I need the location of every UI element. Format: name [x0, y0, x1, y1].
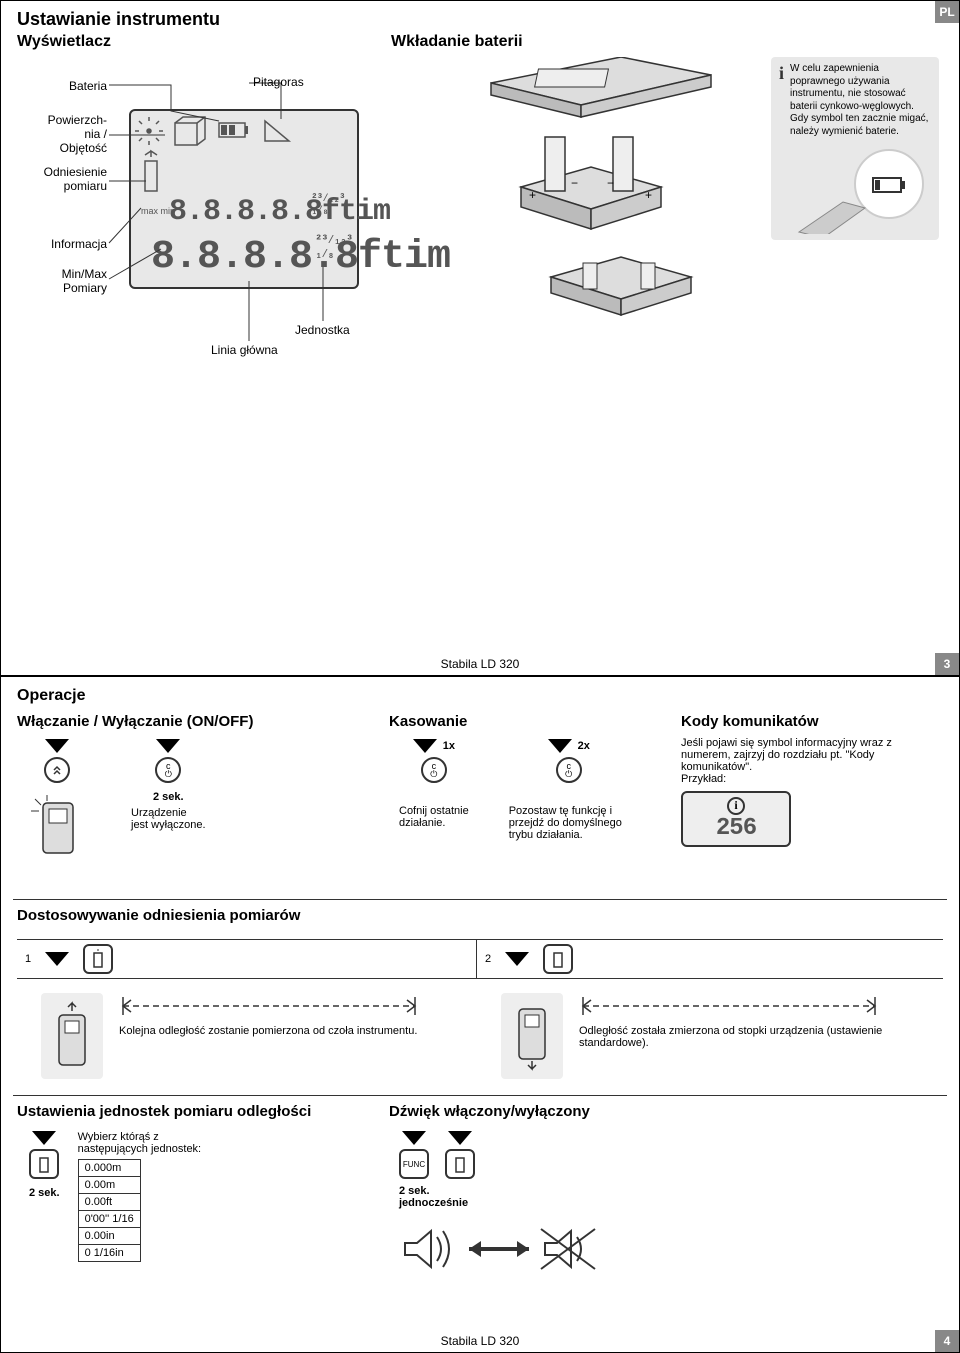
back-ref-text: Odległość została zmierzona od stopki ur… — [579, 1025, 921, 1049]
device-back-ref-icon — [509, 1001, 555, 1071]
ref-button-icon — [29, 1149, 59, 1179]
info-icon: i — [779, 63, 784, 138]
clear-group: 1x c⏻ Cofnij ostatnie działanie. 2x c⏻ P… — [399, 739, 629, 841]
language-tab: PL — [935, 1, 959, 23]
device-on-illustration — [29, 793, 85, 857]
codes-heading: Kody komunikatów — [681, 713, 819, 730]
device-off-text: Urządzenie jest wyłączone. — [131, 807, 206, 831]
undo-text: Cofnij ostatnie działanie. — [399, 805, 469, 829]
svg-text:−: − — [571, 176, 578, 190]
svg-text:−: − — [607, 176, 614, 190]
unit-option: 0 1/16in — [78, 1245, 140, 1262]
device-front-ref-icon — [49, 1001, 95, 1071]
battery-heading: Wkładanie baterii — [391, 33, 523, 51]
info-circle-icon: i — [727, 797, 745, 815]
label-unit: Jednostka — [295, 323, 350, 337]
arrow-down-icon — [402, 1131, 426, 1145]
ref-button-icon — [445, 1149, 475, 1179]
svg-text:+: + — [645, 188, 652, 202]
codes-text: Jeśli pojawi się symbol informacyjny wra… — [681, 737, 941, 785]
label-pythagoras: Pitagoras — [253, 75, 304, 89]
units-table: 0.000m 0.00m 0.00ft 0'00'' 1/16 0.00in 0… — [78, 1159, 141, 1262]
units-group: 2 sek. Wybierz którąś z następujących je… — [29, 1131, 228, 1262]
unit-option: 0.000m — [78, 1160, 140, 1177]
leave-text: Pozostaw tę funkcję i przejdź do domyśln… — [509, 805, 629, 841]
two-sec-label-1: 2 sek. — [153, 791, 184, 803]
error-display: i 256 — [681, 791, 791, 847]
low-battery-illustration — [779, 144, 939, 234]
arrow-down-icon — [32, 1131, 56, 1145]
unit-option: 0'00'' 1/16 — [78, 1211, 140, 1228]
simultaneous-label: jednocześnie — [399, 1197, 619, 1209]
adjust-step-row: 1 2 — [17, 939, 943, 979]
clear-heading: Kasowanie — [389, 713, 467, 730]
unit-option: 0.00m — [78, 1177, 140, 1194]
range-arrow-icon — [119, 993, 419, 1019]
page-number-1: 3 — [935, 653, 959, 675]
svg-text:+: + — [529, 188, 536, 202]
onoff-heading: Włączanie / Wyłączanie (ON/OFF) — [17, 713, 253, 730]
battery-illustration: + + − − — [441, 57, 751, 317]
divider — [13, 1095, 947, 1096]
clear-off-button-icon: c⏻ — [155, 757, 181, 783]
sound-heading: Dźwięk włączony/wyłączony — [389, 1103, 590, 1120]
arrow-down-icon — [448, 1131, 472, 1145]
arrow-down-icon — [505, 952, 529, 966]
divider — [13, 899, 947, 900]
sound-toggle-illustration — [399, 1219, 619, 1285]
units-heading: Ustawienia jednostek pomiaru odległości — [17, 1103, 311, 1120]
func-button-icon: FUNC — [399, 1149, 429, 1179]
front-ref-text: Kolejna odległość zostanie pomierzona od… — [119, 1025, 461, 1037]
two-sec-label-2: 2 sek. — [29, 1187, 60, 1199]
clear-button-icon: c⏻ — [556, 757, 582, 783]
manual-page-1: PL Ustawianie instrumentu Wyświetlacz Wk… — [0, 0, 960, 676]
ref-back-group: Odległość została zmierzona od stopki ur… — [501, 993, 921, 1079]
unit-option: 0.00ft — [78, 1194, 140, 1211]
codes-group: Jeśli pojawi się symbol informacyjny wra… — [681, 737, 941, 847]
step-1: 1 — [25, 953, 31, 965]
ref-front-group: Kolejna odległość zostanie pomierzona od… — [41, 993, 461, 1079]
arrow-down-icon — [413, 739, 437, 753]
unit-option: 0.00in — [78, 1228, 140, 1245]
ref-button-icon — [543, 944, 573, 974]
arrow-down-icon — [548, 739, 572, 753]
onoff-group: c⏻ 2 sek. Urządzenie jest wyłączone. — [29, 739, 206, 857]
select-unit-text: Wybierz którąś z następujących jednostek… — [78, 1131, 228, 1155]
footer-product-2: Stabila LD 320 — [441, 1334, 520, 1348]
power-button-icon — [44, 757, 70, 783]
page-number-2: 4 — [935, 1330, 959, 1352]
arrow-down-icon — [45, 952, 69, 966]
sound-group: FUNC 2 sek. jednocześnie — [399, 1131, 619, 1285]
adjust-heading: Dostosowywanie odniesienia pomiarów — [17, 907, 300, 924]
footer-product-1: Stabila LD 320 — [441, 657, 520, 671]
arrow-down-icon — [156, 739, 180, 753]
operations-heading: Operacje — [17, 687, 85, 705]
error-code: 256 — [716, 815, 756, 842]
info-panel: i W celu zapewnienia poprawnego używania… — [771, 57, 939, 240]
manual-page-2: Operacje Włączanie / Wyłączanie (ON/OFF)… — [0, 676, 960, 1353]
info-text: W celu zapewnienia poprawnego używania i… — [790, 63, 931, 138]
two-sec-label-3: 2 sek. — [399, 1185, 619, 1197]
x2-label: 2x — [578, 740, 590, 752]
label-mainline: Linia główna — [211, 343, 278, 357]
arrow-down-icon — [45, 739, 69, 753]
x1-label: 1x — [443, 740, 455, 752]
step-2: 2 — [485, 953, 491, 965]
clear-button-icon: c⏻ — [421, 757, 447, 783]
ref-button-icon — [83, 944, 113, 974]
range-arrow-icon — [579, 993, 879, 1019]
